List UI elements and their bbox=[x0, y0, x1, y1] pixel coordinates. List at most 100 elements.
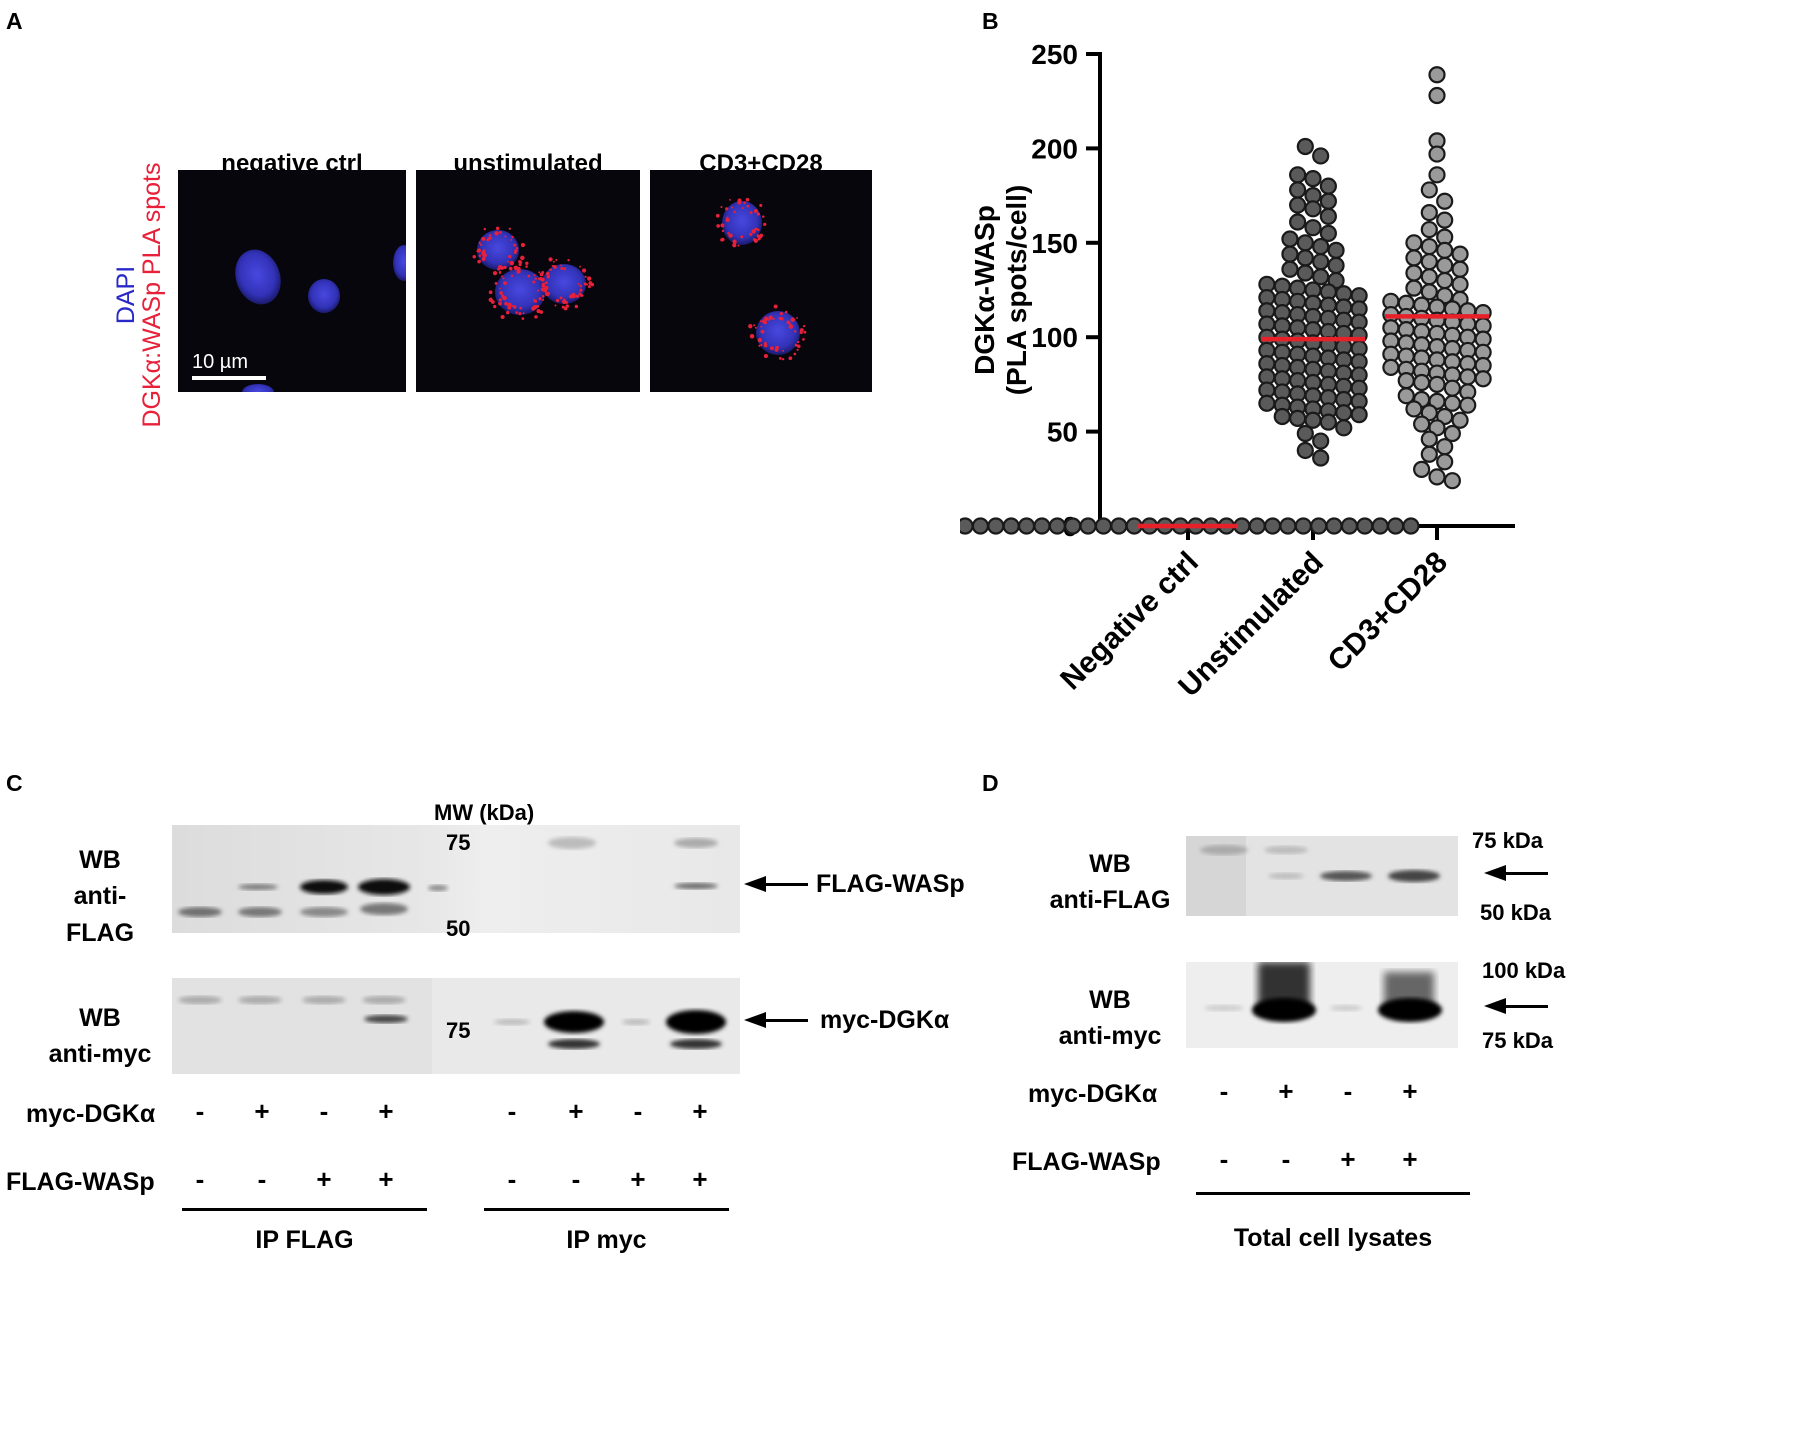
pla-spot bbox=[498, 271, 502, 275]
pla-spot bbox=[481, 236, 486, 241]
pla-spot bbox=[762, 215, 765, 218]
pla-spot bbox=[732, 239, 737, 244]
c-row2-sign: - bbox=[195, 1164, 205, 1194]
c-row2-sign: - bbox=[571, 1164, 581, 1194]
pla-spot bbox=[803, 324, 806, 328]
pla-spot bbox=[536, 308, 541, 314]
pla-spot bbox=[499, 287, 501, 290]
pla-spot bbox=[737, 198, 742, 203]
pla-spot bbox=[579, 288, 583, 292]
pla-spot bbox=[549, 268, 552, 271]
band bbox=[548, 1039, 600, 1049]
pla-spot bbox=[527, 274, 531, 278]
pla-spot bbox=[515, 247, 519, 250]
data-point bbox=[1289, 166, 1307, 184]
pla-spot bbox=[730, 206, 733, 209]
data-point bbox=[1413, 415, 1431, 433]
d-row2-sign: - bbox=[1281, 1144, 1291, 1174]
pla-spot bbox=[488, 233, 492, 237]
data-point bbox=[1281, 245, 1299, 263]
pla-spot bbox=[743, 201, 746, 205]
c-top-blot-label: WB anti-FLAG bbox=[40, 842, 160, 951]
micrograph-unstimulated-image bbox=[472, 226, 595, 320]
nucleus bbox=[308, 279, 340, 313]
pla-spot bbox=[513, 265, 519, 271]
pla-spot bbox=[740, 235, 744, 239]
data-point bbox=[1436, 256, 1454, 275]
data-point bbox=[1443, 424, 1461, 443]
data-point bbox=[1294, 517, 1312, 535]
c-row2-label: FLAG-WASp bbox=[6, 1168, 155, 1196]
pla-spot bbox=[495, 226, 500, 231]
pla-spot bbox=[756, 212, 761, 216]
data-point bbox=[1386, 517, 1405, 535]
pla-spot bbox=[544, 281, 548, 285]
band bbox=[362, 996, 406, 1004]
band bbox=[1268, 873, 1304, 879]
data-point bbox=[1420, 268, 1438, 286]
pla-spot bbox=[481, 257, 486, 262]
pla-spot bbox=[554, 304, 557, 307]
pla-spot bbox=[759, 320, 762, 323]
c-bottom-arrow-icon bbox=[744, 1012, 766, 1028]
c-top-blot bbox=[172, 825, 740, 933]
nucleus bbox=[235, 249, 281, 305]
data-point bbox=[1263, 517, 1282, 535]
data-point bbox=[1312, 268, 1330, 286]
d-row2-label: FLAG-WASp bbox=[1012, 1148, 1161, 1176]
pla-spot bbox=[737, 244, 740, 247]
pla-spot bbox=[542, 298, 545, 301]
c-bottom-blot-label: WB anti-myc bbox=[40, 1000, 160, 1073]
pla-spot bbox=[757, 237, 761, 241]
data-point bbox=[1304, 170, 1322, 188]
pla-spot bbox=[534, 300, 538, 303]
pla-spot bbox=[757, 337, 763, 343]
c-top-mw-75: 75 bbox=[446, 830, 471, 855]
pla-spot bbox=[574, 304, 579, 309]
data-point bbox=[1340, 517, 1359, 535]
pla-spot bbox=[763, 222, 767, 226]
pla-spot bbox=[541, 282, 546, 287]
pla-spot bbox=[725, 217, 730, 222]
c-row1-sign: + bbox=[692, 1096, 708, 1126]
pla-spot bbox=[727, 232, 730, 235]
nucleus bbox=[242, 384, 274, 392]
d-bottom-mw-top: 100 kDa bbox=[1482, 958, 1566, 983]
pla-spot bbox=[748, 324, 753, 329]
pla-spot bbox=[720, 205, 723, 209]
d-row1-label: myc-DGKα bbox=[1028, 1080, 1158, 1108]
pla-spot bbox=[507, 260, 509, 263]
data-point bbox=[1312, 432, 1330, 450]
band bbox=[358, 879, 410, 895]
y-tick-label: 200 bbox=[1031, 133, 1078, 164]
pla-spot bbox=[754, 326, 757, 329]
pla-spot bbox=[555, 258, 558, 261]
data-point bbox=[1420, 181, 1438, 199]
data-point bbox=[1304, 200, 1322, 218]
data-point bbox=[1443, 472, 1461, 490]
pla-spot bbox=[753, 324, 756, 327]
pla-spot bbox=[774, 348, 779, 352]
total-lysates-bracket bbox=[1196, 1192, 1470, 1195]
band bbox=[622, 1019, 650, 1025]
panel-a-letter: A bbox=[6, 8, 23, 34]
d-row2-sign: + bbox=[1340, 1144, 1356, 1174]
pla-spot bbox=[503, 265, 507, 270]
pla-spot bbox=[788, 324, 794, 329]
pla-spot bbox=[790, 317, 795, 322]
pla-spot bbox=[477, 259, 481, 264]
pla-spot bbox=[508, 254, 512, 259]
pla-spot bbox=[729, 198, 731, 201]
pla-spot bbox=[563, 267, 567, 271]
d-row1-sign: + bbox=[1278, 1076, 1294, 1106]
pla-spot bbox=[799, 328, 804, 332]
pla-spot bbox=[504, 301, 508, 306]
c-top-arrow-icon bbox=[744, 876, 766, 892]
data-point bbox=[1397, 387, 1415, 405]
pla-spot bbox=[760, 329, 765, 334]
pla-spot bbox=[560, 264, 562, 267]
data-point bbox=[1033, 517, 1051, 535]
pla-spot bbox=[716, 224, 721, 228]
data-point bbox=[1436, 241, 1454, 259]
data-point bbox=[1451, 260, 1469, 278]
